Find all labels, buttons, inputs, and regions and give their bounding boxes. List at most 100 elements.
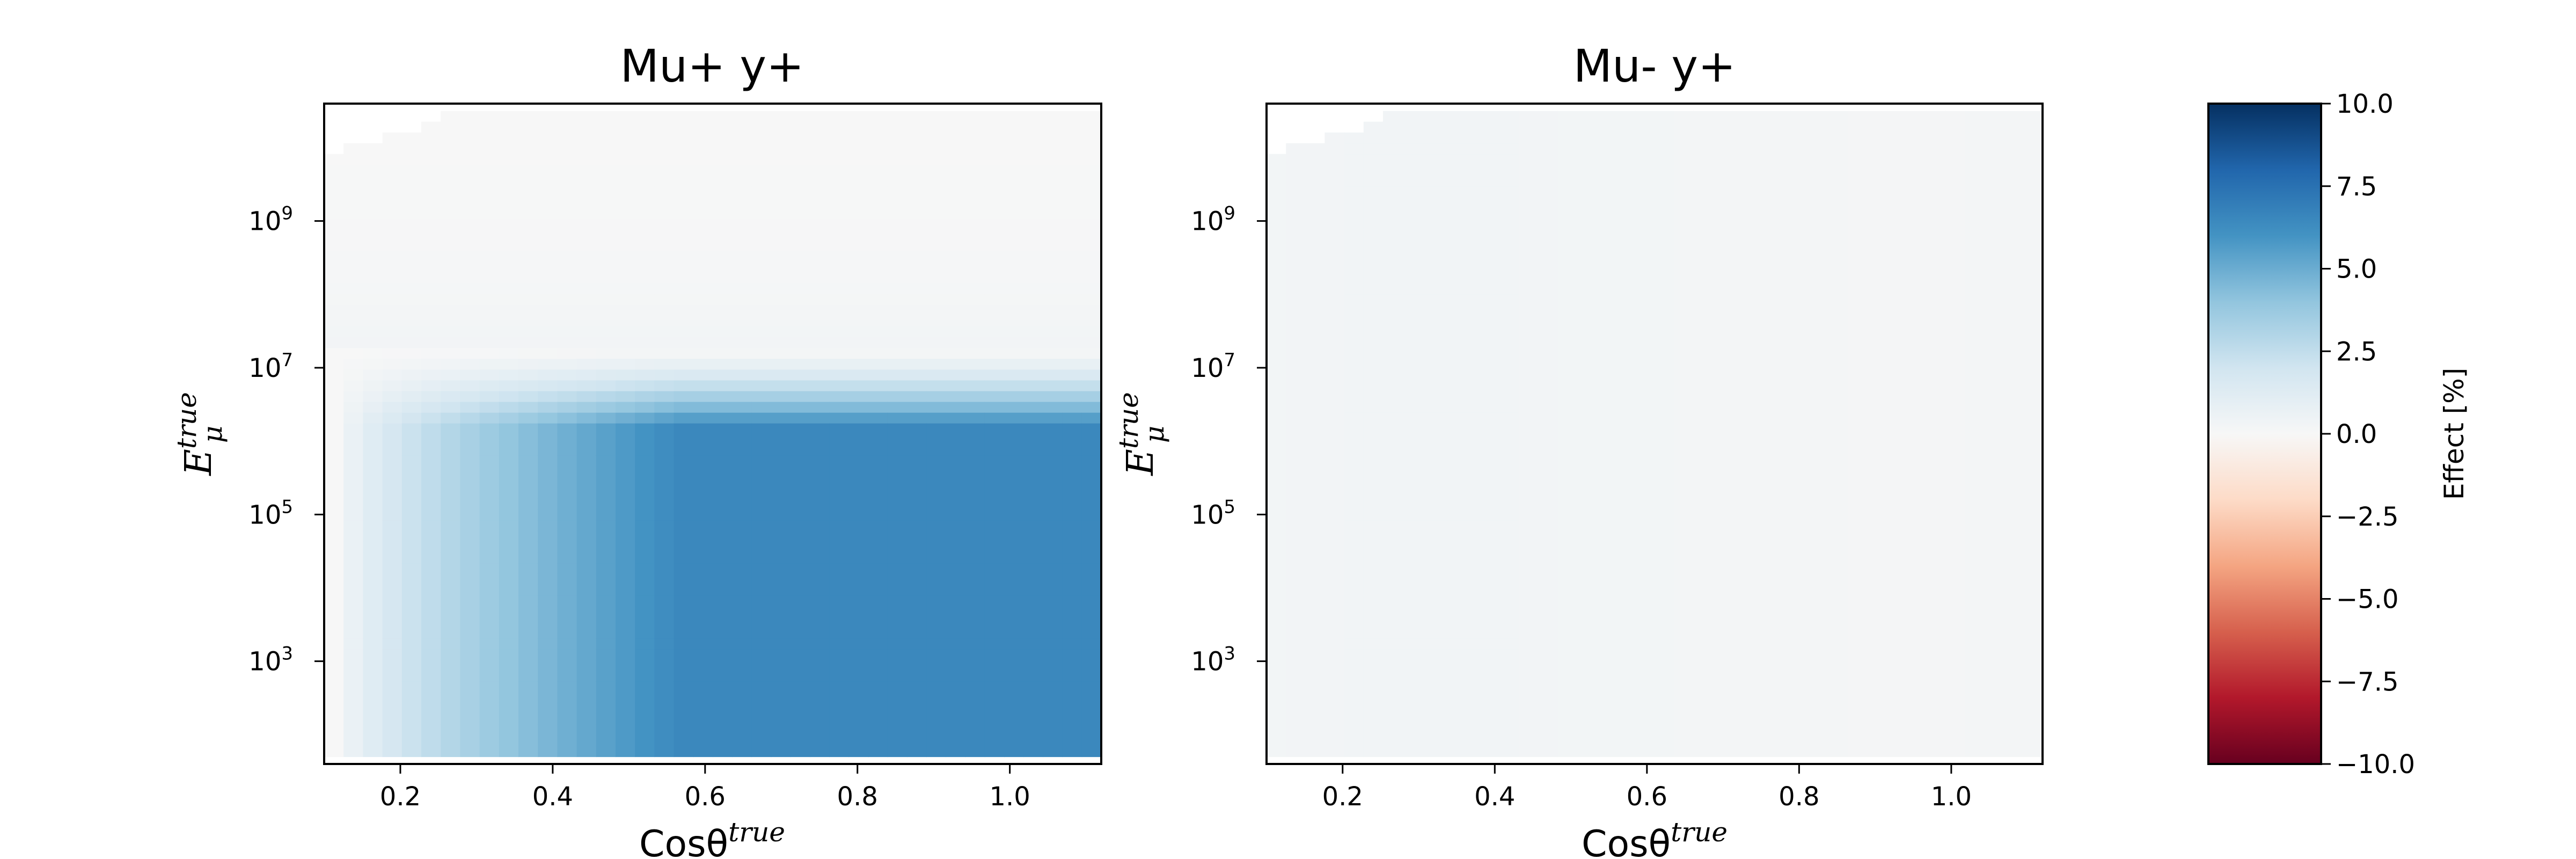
heatmap-cell [907, 304, 927, 316]
heatmap-cell [1286, 616, 1306, 628]
heatmap-cell [907, 552, 927, 564]
heatmap-cell [1965, 251, 1985, 262]
heatmap-cell [907, 434, 927, 445]
heatmap-cell [441, 251, 461, 262]
heatmap-cell [693, 530, 713, 542]
heatmap-cell [829, 121, 850, 133]
heatmap-cell [1062, 369, 1082, 381]
heatmap-cell [1615, 337, 1636, 348]
heatmap-cell [596, 261, 616, 273]
heatmap-cell [1829, 412, 1849, 424]
heatmap-cell [1557, 283, 1578, 295]
heatmap-cell [926, 477, 947, 488]
heatmap-cell [1538, 219, 1558, 230]
heatmap-cell [1848, 261, 1869, 273]
heatmap-cell [479, 541, 500, 553]
heatmap-cell [654, 132, 675, 144]
heatmap-cell [1344, 606, 1364, 617]
heatmap-cell [363, 337, 383, 348]
heatmap-cell [1732, 154, 1752, 165]
heatmap-cell [1906, 390, 1927, 402]
heatmap-cell [460, 358, 480, 370]
heatmap-cell [538, 627, 558, 639]
heatmap-cell [1538, 229, 1558, 241]
heatmap-cell [1305, 445, 1326, 456]
heatmap-cell [1790, 509, 1810, 521]
heatmap-cell [1324, 369, 1345, 381]
heatmap-cell [1655, 584, 1674, 596]
heatmap-cell [1713, 197, 1733, 208]
heatmap-cell [1267, 219, 1286, 230]
heatmap-cell [1810, 283, 1830, 295]
heatmap-cell [984, 294, 1005, 305]
heatmap-cell [654, 477, 675, 488]
heatmap-cell [1460, 304, 1481, 316]
heatmap-cell [2023, 261, 2043, 273]
heatmap-cell [732, 724, 752, 736]
heatmap-cell [965, 390, 985, 402]
heatmap-cell [1829, 466, 1849, 477]
heatmap-cell [926, 595, 947, 607]
heatmap-cell [1615, 380, 1636, 391]
heatmap-cell [1081, 595, 1102, 607]
heatmap-cell [1480, 724, 1500, 736]
heatmap-cell [1023, 735, 1044, 746]
heatmap-cell [965, 197, 985, 208]
heatmap-cell [810, 423, 830, 434]
heatmap-cell [674, 638, 694, 650]
heatmap-cell [946, 616, 966, 628]
heatmap-cell [1402, 283, 1422, 295]
heatmap-cell [1043, 390, 1063, 402]
heatmap-cell [1286, 520, 1306, 532]
heatmap-cell [382, 423, 402, 434]
heatmap-cell [1004, 520, 1024, 532]
heatmap-cell [1674, 294, 1694, 305]
heatmap-cell [713, 746, 733, 758]
heatmap-cell [1344, 369, 1364, 381]
heatmap-cell [771, 208, 791, 219]
heatmap-cell [1655, 240, 1674, 251]
heatmap-cell [829, 735, 850, 746]
heatmap-cell [1596, 261, 1616, 273]
heatmap-cell [1790, 638, 1810, 650]
heatmap-cell [1693, 337, 1714, 348]
heatmap-cell [732, 606, 752, 617]
heatmap-cell [596, 649, 616, 660]
heatmap-cell [1460, 746, 1481, 758]
heatmap-cell [1868, 638, 1888, 650]
heatmap-cell [654, 208, 675, 219]
heatmap-cell [1305, 251, 1326, 262]
heatmap-cell [635, 445, 655, 456]
heatmap-cell [518, 616, 538, 628]
heatmap-cell [1790, 455, 1810, 467]
heatmap-cell [887, 520, 908, 532]
heatmap-cell [946, 283, 966, 295]
heatmap-cell [693, 616, 713, 628]
heatmap-cell [965, 412, 985, 424]
heatmap-cell [654, 509, 675, 521]
heatmap-cell [732, 671, 752, 682]
heatmap-cell [518, 563, 538, 574]
heatmap-cell [2023, 735, 2043, 746]
heatmap-cell [1518, 164, 1539, 176]
heatmap-cell [421, 240, 441, 251]
heatmap-cell [635, 164, 655, 176]
heatmap-cell [1713, 294, 1733, 305]
heatmap-cell [1984, 294, 2004, 305]
heatmap-cell [2003, 132, 2024, 144]
heatmap-cell [1984, 735, 2004, 746]
heatmap-cell [1751, 498, 1772, 510]
heatmap-cell [1732, 477, 1752, 488]
heatmap-cell [1305, 681, 1326, 693]
x-axis-label: Cosθtrue [1582, 817, 1728, 859]
heatmap-cell [421, 627, 441, 639]
heatmap-cell [1538, 616, 1558, 628]
heatmap-cell [401, 208, 422, 219]
heatmap-cell [654, 498, 675, 510]
heatmap-cell [1674, 573, 1694, 585]
heatmap-cell [596, 315, 616, 327]
heatmap-cell [1790, 595, 1810, 607]
heatmap-cell [926, 714, 947, 725]
heatmap-cell [1023, 380, 1044, 391]
